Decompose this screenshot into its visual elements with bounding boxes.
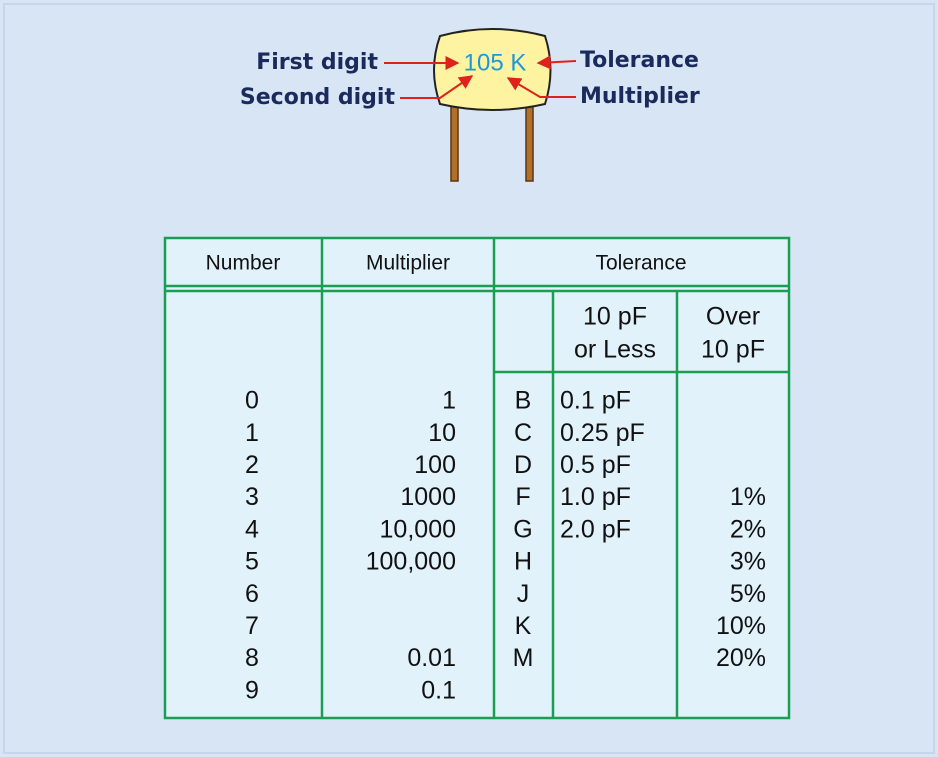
number: 9 (245, 676, 259, 704)
multiplier: 0.01 (407, 644, 456, 672)
label: Second digit (240, 85, 396, 110)
multiplier: 100 (414, 451, 456, 479)
multiplier: 1000 (400, 483, 456, 511)
sub-header: 10 pF (583, 303, 647, 331)
table-grid (163, 236, 791, 720)
sub-header: Over (706, 303, 760, 331)
tolerance-small: 1.0 pF (560, 483, 631, 511)
arrow (506, 77, 576, 98)
arrow (400, 75, 474, 99)
tolerance-code: C (514, 419, 532, 447)
label: Tolerance (580, 48, 699, 73)
number: 8 (245, 644, 259, 672)
number: 5 (245, 548, 259, 576)
label: Multiplier (580, 84, 700, 109)
tolerance-code: K (515, 612, 532, 640)
number: 6 (245, 580, 259, 608)
tolerance-large: 2% (730, 515, 766, 543)
tolerance-code: J (517, 580, 530, 608)
multiplier: 10 (428, 419, 456, 447)
column-header: Tolerance (595, 252, 686, 275)
tolerance-small: 0.25 pF (560, 419, 645, 447)
table: Number Multiplier Tolerance 10 pF or Less Ove… (206, 252, 766, 705)
tolerance-code: D (514, 451, 532, 479)
label: First digit (256, 50, 378, 75)
tolerance-code: F (515, 483, 530, 511)
number: 7 (245, 612, 259, 640)
arrow (536, 55, 577, 70)
sub-header: or Less (574, 336, 656, 364)
tolerance-large: 20% (716, 644, 766, 672)
number: 1 (245, 419, 259, 447)
number: 4 (245, 515, 259, 543)
tolerance-small: 0.1 pF (560, 387, 631, 415)
tolerance-large: 3% (730, 548, 766, 576)
number: 0 (245, 387, 259, 415)
multiplier: 0.1 (421, 676, 456, 704)
tolerance-small: 0.5 pF (560, 451, 631, 479)
frame (3, 3, 935, 754)
tolerance-code: H (514, 548, 532, 576)
tolerance-code: M (513, 644, 534, 672)
tolerance-large: 5% (730, 580, 766, 608)
tolerance-code: B (515, 387, 532, 415)
tolerance-small: 2.0 pF (560, 515, 631, 543)
capacitor-code: 105 K (464, 49, 527, 76)
tolerance-large: 1% (730, 483, 766, 511)
multiplier: 100,000 (366, 548, 456, 576)
sub-header: 10 pF (701, 336, 765, 364)
multiplier: 1 (442, 387, 456, 415)
column-header: Number (206, 252, 281, 275)
number: 3 (245, 483, 259, 511)
column-header: Multiplier (366, 252, 450, 275)
number: 2 (245, 451, 259, 479)
tolerance-large: 10% (716, 612, 766, 640)
multiplier: 10,000 (380, 515, 456, 543)
tolerance-code: G (513, 515, 532, 543)
